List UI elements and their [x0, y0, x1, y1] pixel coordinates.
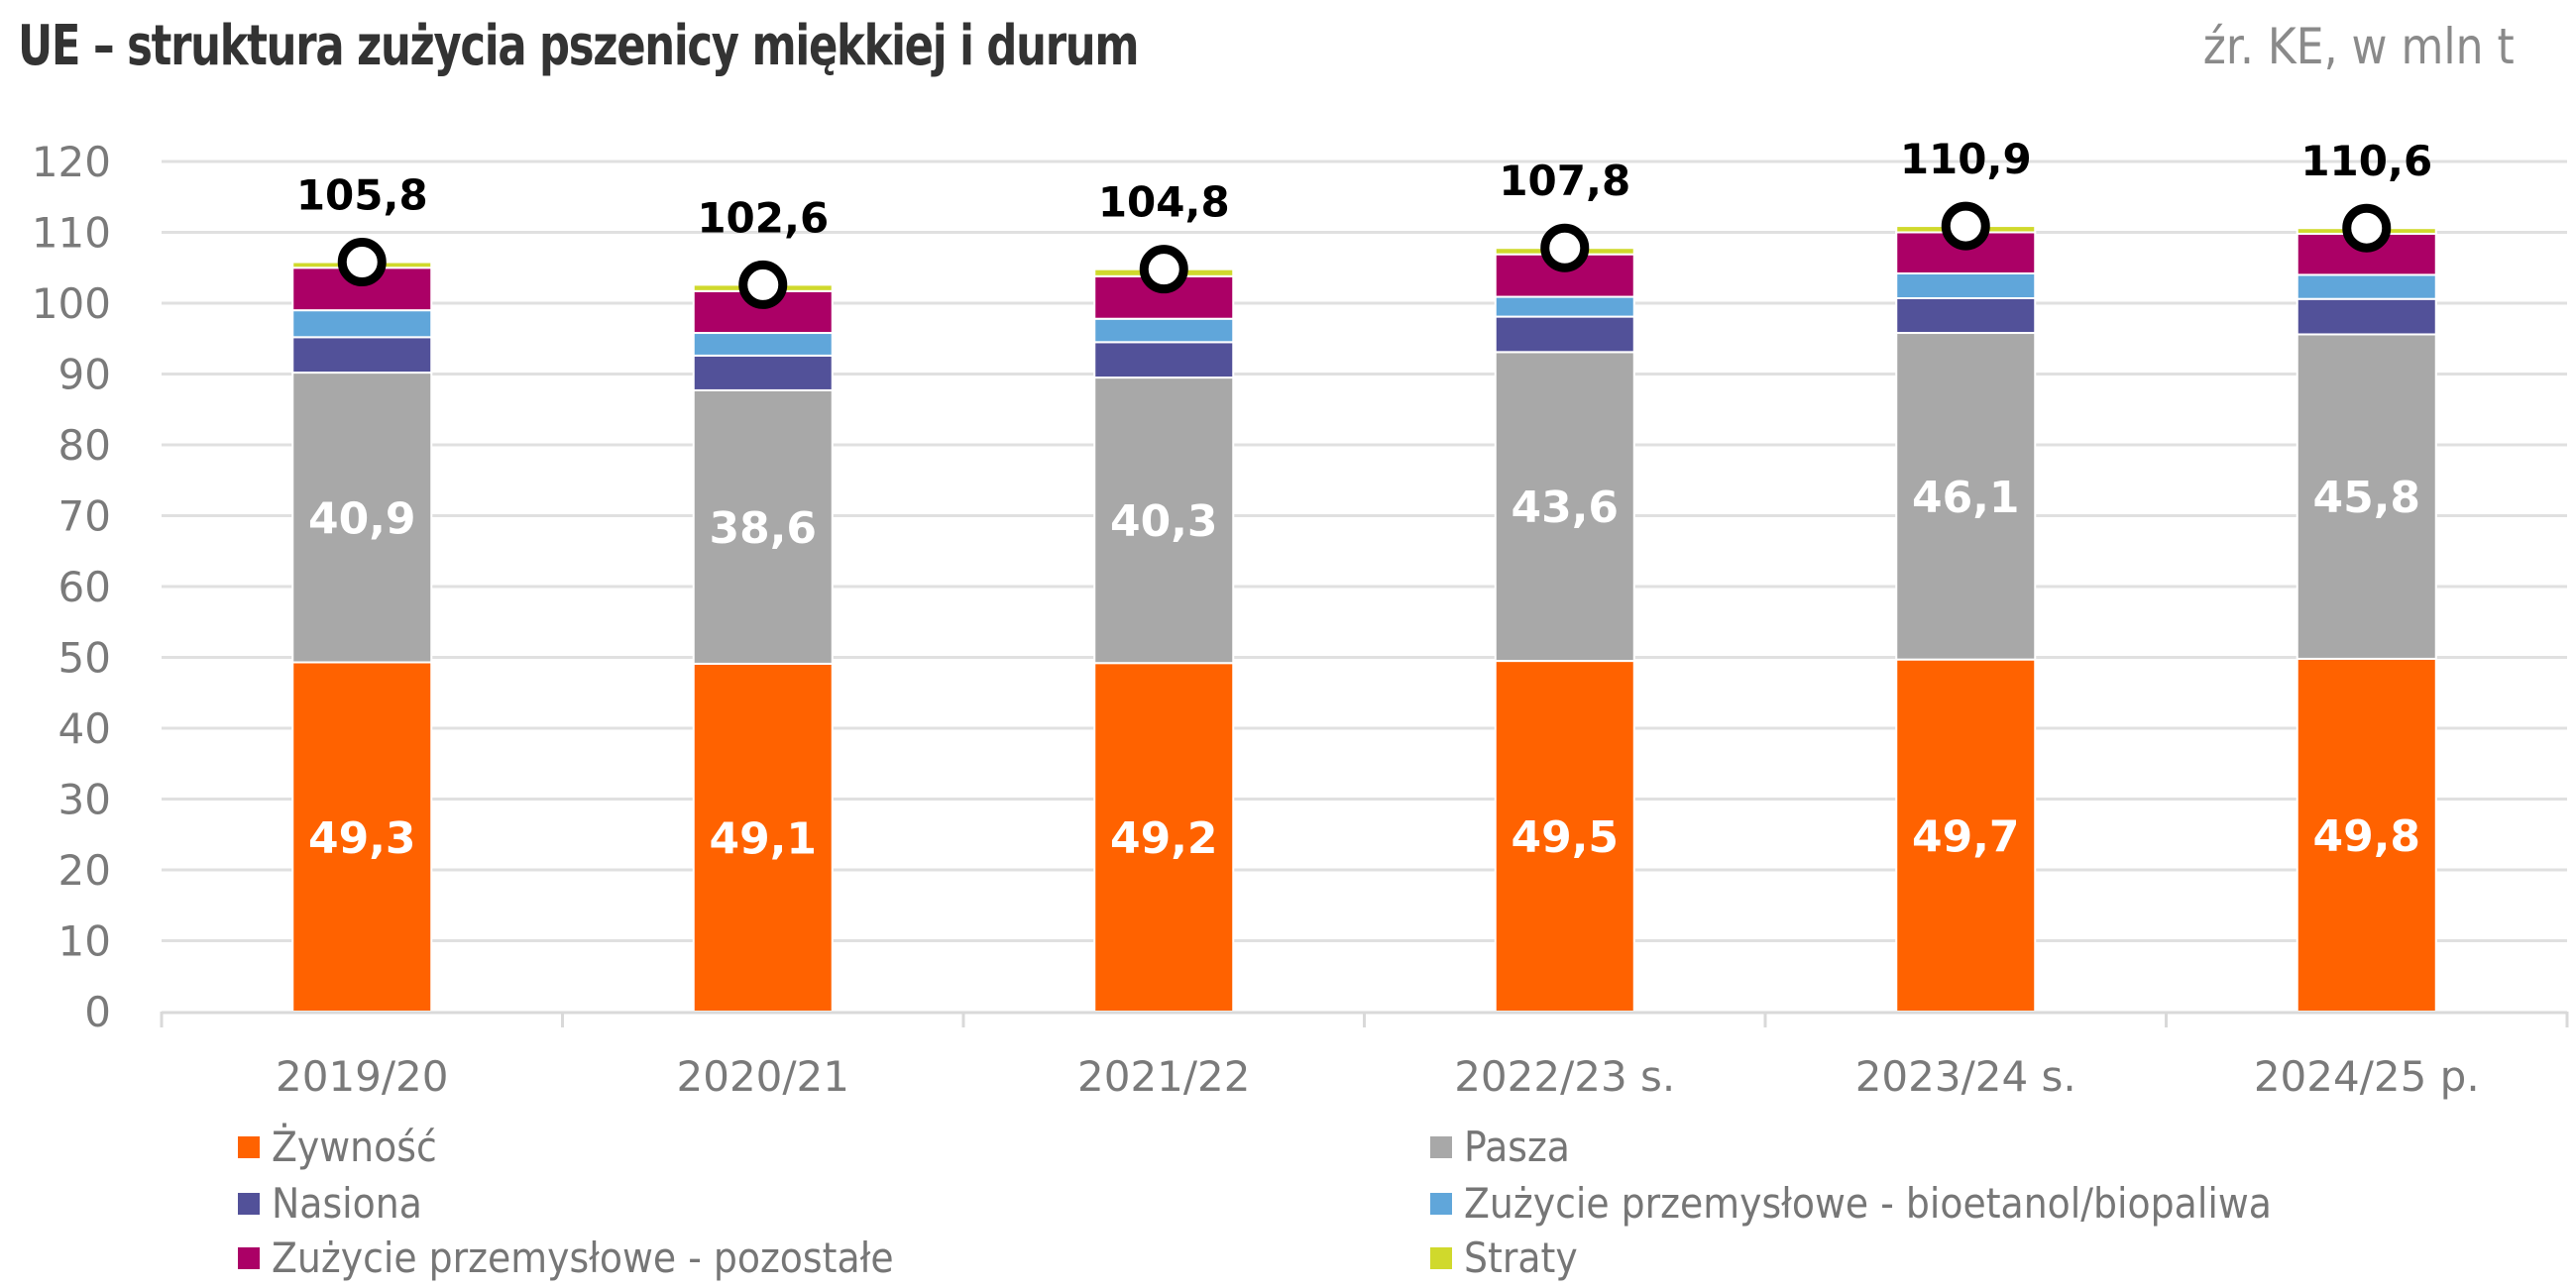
- data-labels: 49,3 40,9 49,1 38,6 49,2 40,3 49,5 43,6 49,7 46,1…: [308, 473, 2420, 865]
- y-axis-ticks: 0 10 20 30 40 50 60 70 80 90 100 110 120: [32, 138, 111, 1036]
- segment-data-label: 46,1: [1912, 473, 2020, 523]
- y-tick-label: 50: [58, 634, 111, 683]
- bar-segment: [692, 332, 834, 357]
- legend-swatch: [1430, 1246, 1452, 1269]
- segment-data-label: 40,3: [1110, 496, 1218, 547]
- legend-swatch: [238, 1246, 260, 1269]
- bar-segment: [1093, 341, 1235, 379]
- y-tick-label: 70: [58, 492, 111, 541]
- y-tick-label: 30: [58, 776, 111, 824]
- chart-source-note: źr. KE, w mln t: [2203, 18, 2515, 75]
- legend-label: Nasiona: [272, 1179, 422, 1228]
- legend-swatch: [238, 1192, 260, 1215]
- segment-data-label: 49,8: [2312, 811, 2420, 862]
- bar-segment: [1093, 662, 1235, 1013]
- legend-label: Pasza: [1464, 1123, 1570, 1171]
- segment-data-label: 38,6: [709, 503, 817, 554]
- bar-segment: [692, 354, 834, 391]
- legend-swatch: [238, 1135, 260, 1158]
- bar-segment: [1494, 315, 1635, 354]
- y-tick-label: 0: [84, 988, 111, 1036]
- legend-label: Straty: [1464, 1234, 1578, 1282]
- segment-data-label: 49,7: [1912, 811, 2020, 862]
- total-marker: [738, 260, 788, 309]
- y-tick-label: 90: [58, 351, 111, 399]
- total-data-label: 105,8: [296, 171, 428, 220]
- total-markers: 105,8 102,6 104,8 107,8 110,9 110,6: [296, 135, 2432, 309]
- bar-segment: [2296, 297, 2437, 336]
- bar-segment: [2296, 657, 2437, 1013]
- segment-data-label: 45,8: [2312, 473, 2420, 523]
- total-marker: [337, 238, 387, 287]
- bar-segment: [1494, 295, 1635, 318]
- y-tick-label: 10: [58, 917, 111, 966]
- bar-segment: [692, 388, 834, 665]
- bar-segment: [1895, 332, 2037, 661]
- y-tick-label: 40: [58, 704, 111, 753]
- bar-segment: [1093, 317, 1235, 344]
- bars: [291, 225, 2437, 1014]
- legend-item-pasza: Pasza: [1430, 1123, 1582, 1171]
- bar-segment: [2296, 273, 2437, 300]
- total-data-label: 110,6: [2300, 137, 2432, 185]
- segment-data-label: 40,9: [308, 493, 416, 544]
- legend-item-nasiona: Nasiona: [238, 1179, 439, 1228]
- legend-item-zywnosc: Żywność: [238, 1123, 455, 1171]
- y-tick-label: 20: [58, 846, 111, 895]
- x-tick-label: 2021/22: [1077, 1052, 1250, 1101]
- legend-item-bioetanol: Zużycie przemysłowe - bioetanol/biopaliw…: [1430, 1179, 2361, 1228]
- bar-segment: [2296, 333, 2437, 660]
- bar-segment: [1895, 271, 2037, 299]
- y-tick-label: 100: [32, 279, 111, 328]
- x-tick-label: 2019/20: [276, 1052, 448, 1101]
- total-data-label: 102,6: [697, 193, 829, 242]
- legend-item-straty: Straty: [1430, 1234, 1590, 1282]
- x-tick-label: 2022/23 s.: [1454, 1052, 1675, 1101]
- segment-data-label: 49,1: [709, 813, 817, 864]
- bar-segment: [1895, 296, 2037, 335]
- total-marker: [1139, 245, 1188, 294]
- segment-data-label: 49,3: [308, 813, 416, 864]
- legend-label: Żywność: [272, 1123, 437, 1171]
- y-tick-label: 60: [58, 563, 111, 611]
- y-tick-label: 120: [32, 138, 111, 186]
- x-axis: 2019/20 2020/21 2021/22 2022/23 s. 2023/24 s…: [160, 1011, 2569, 1101]
- x-tick-label: 2024/25 p.: [2254, 1052, 2480, 1101]
- legend-label: Zużycie przemysłowe - pozostałe: [272, 1234, 894, 1282]
- bar-segment: [291, 336, 433, 375]
- bar-segment: [1494, 660, 1635, 1013]
- total-marker: [1941, 201, 1990, 251]
- segment-data-label: 49,2: [1110, 813, 1218, 864]
- bar-segment: [291, 309, 433, 339]
- gridlines: [162, 160, 2567, 942]
- bar-segment: [1093, 376, 1235, 665]
- y-tick-label: 110: [32, 209, 111, 258]
- total-marker: [2342, 203, 2392, 253]
- segment-data-label: 43,6: [1511, 483, 1619, 533]
- x-tick-label: 2023/24 s.: [1855, 1052, 2076, 1101]
- total-marker: [1540, 223, 1590, 272]
- total-data-label: 110,9: [1900, 135, 2032, 183]
- total-data-label: 107,8: [1499, 157, 1630, 205]
- legend-label: Zużycie przemysłowe - bioetanol/biopaliw…: [1464, 1179, 2272, 1228]
- legend-item-pozostale: Zużycie przemysłowe - pozostałe: [238, 1234, 962, 1282]
- x-tick-label: 2020/21: [677, 1052, 849, 1101]
- bar-segment: [1895, 658, 2037, 1014]
- total-data-label: 104,8: [1098, 178, 1230, 227]
- chart-title: UE – struktura zużycia pszenicy miękkiej…: [18, 14, 1140, 78]
- legend-swatch: [1430, 1135, 1452, 1158]
- legend-swatch: [1430, 1192, 1452, 1215]
- segment-data-label: 49,5: [1511, 812, 1619, 863]
- y-tick-label: 80: [58, 421, 111, 470]
